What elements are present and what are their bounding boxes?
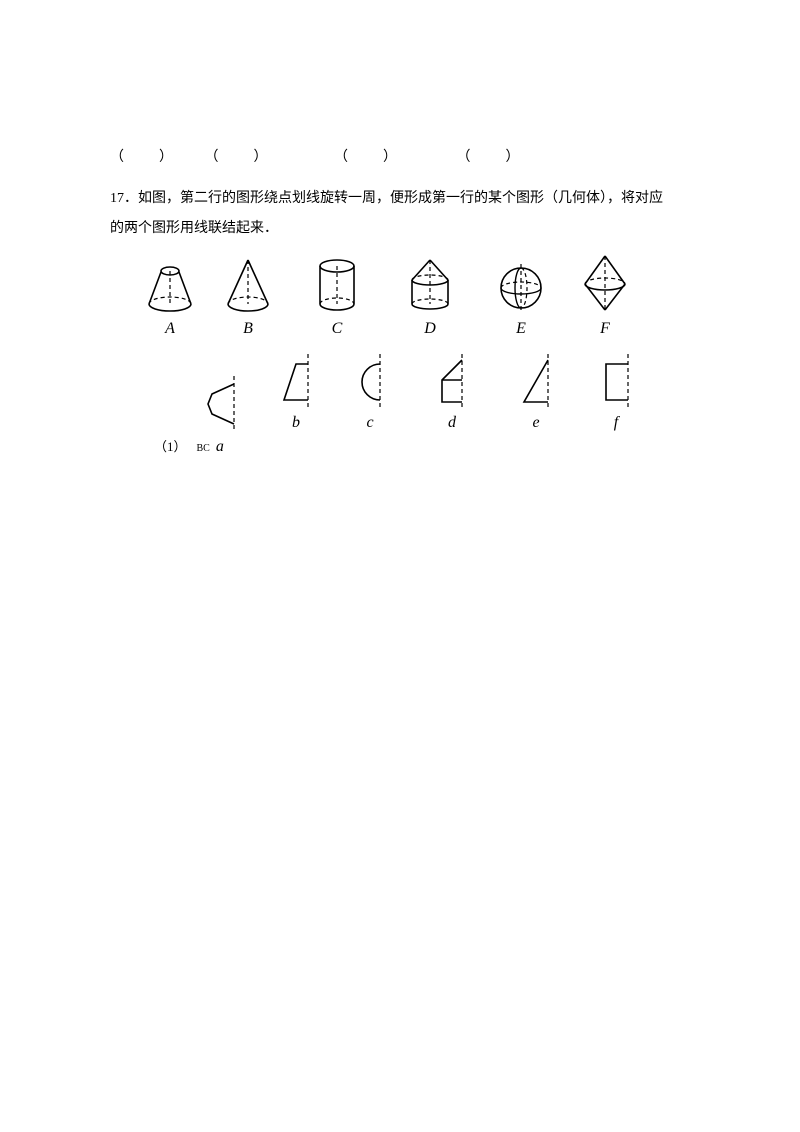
solids-row: A B xyxy=(140,252,690,338)
label-A: A xyxy=(165,320,175,338)
solid-F: F xyxy=(578,252,632,338)
profile-a xyxy=(200,374,244,432)
label-d: d xyxy=(448,414,456,432)
label-f: f xyxy=(614,414,618,432)
label-e: e xyxy=(532,414,539,432)
solid-C: C xyxy=(310,254,364,338)
answer-blanks-row: （ ） （ ） （ ） （ ） xyxy=(110,146,690,166)
label-F: F xyxy=(600,320,610,338)
profile-f: f xyxy=(594,352,638,432)
solid-A: A xyxy=(140,258,200,338)
blank-1: （ ） xyxy=(110,146,173,166)
problem-number: 17． xyxy=(110,191,138,206)
label-C: C xyxy=(332,320,343,338)
blank-2: （ ） xyxy=(205,146,268,166)
label-c: c xyxy=(366,414,373,432)
solid-E: E xyxy=(494,258,548,338)
footer-sub: BC xyxy=(197,443,210,454)
profile-e: e xyxy=(514,352,558,432)
solid-B: B xyxy=(220,254,276,338)
profile-b: b xyxy=(274,352,318,432)
profiles-row: b c d xyxy=(140,352,690,432)
label-D: D xyxy=(424,320,436,338)
label-a: a xyxy=(216,438,224,456)
footer-index: （1） xyxy=(154,436,187,455)
figure: A B xyxy=(140,252,690,456)
label-b: b xyxy=(292,414,300,432)
problem-line1: 如图，第二行的图形绕点划线旋转一周，便形成第一行的某个图形（几何体），将对应 xyxy=(138,191,663,206)
label-E: E xyxy=(516,320,526,338)
blank-4: （ ） xyxy=(457,146,520,166)
profile-d: d xyxy=(430,352,474,432)
problem-line2: 的两个图形用线联结起来． xyxy=(110,221,278,236)
solid-D: D xyxy=(402,254,458,338)
label-B: B xyxy=(243,320,253,338)
profile-c: c xyxy=(348,352,392,432)
blank-3: （ ） xyxy=(334,146,397,166)
footer-note: （1） BC a xyxy=(154,436,690,456)
problem-17-text: 17．如图，第二行的图形绕点划线旋转一周，便形成第一行的某个图形（几何体），将对… xyxy=(110,184,690,244)
